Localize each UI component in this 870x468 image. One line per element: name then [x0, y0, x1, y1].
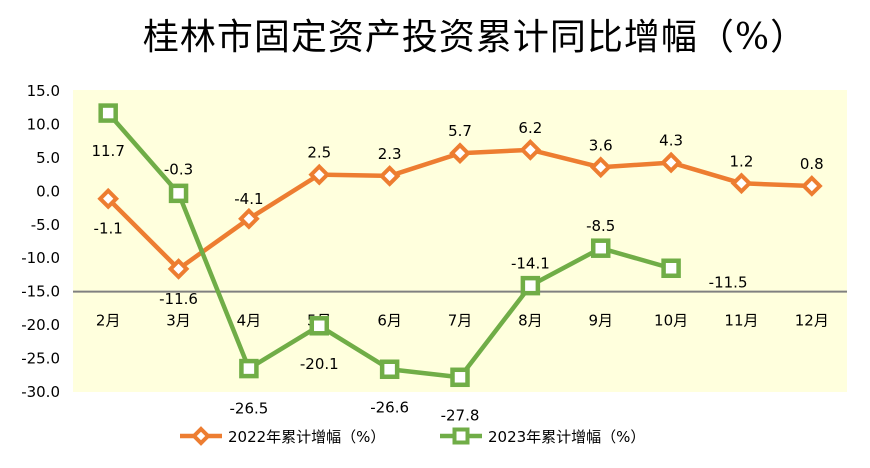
data-label: -1.1 [94, 220, 123, 238]
data-point-2023 [590, 238, 611, 258]
y-tick-label: -10.0 [21, 249, 60, 267]
data-point-2023 [450, 367, 470, 388]
x-tick-label: 2月 [96, 312, 121, 330]
data-label: 11.7 [91, 142, 124, 160]
data-label: 5.7 [448, 122, 472, 140]
y-tick-label: -5.0 [31, 216, 60, 234]
data-label: 6.2 [518, 119, 542, 137]
y-tick-label: -30.0 [21, 383, 60, 401]
data-point-2022 [308, 163, 331, 186]
data-point-2022 [589, 156, 612, 179]
x-tick-label: 10月 [654, 312, 688, 330]
legend-label: 2023年累计增幅（%） [488, 428, 645, 446]
data-label: -4.1 [234, 190, 263, 208]
legend-label: 2022年累计增幅（%） [228, 428, 385, 446]
data-label: -14.1 [511, 255, 550, 273]
data-label: 2.5 [307, 144, 331, 162]
data-label: -27.8 [441, 406, 480, 424]
data-labels: -1.1 -11.6 -4.1 2.5 2.3 5.7 6.2 3.6 4.3 1.2 0.8 11.… [91, 119, 823, 424]
data-label: 1.2 [730, 152, 754, 170]
data-point-2022 [238, 207, 260, 230]
data-point-2023 [309, 316, 330, 336]
y-axis-ticks: 15.0 10.0 5.0 0.0 -5.0 -10.0 -15.0 -20.0 -25.0 -3… [21, 82, 60, 401]
data-point-2023 [520, 275, 541, 296]
data-label: -8.5 [586, 217, 615, 235]
data-point-2022 [519, 139, 542, 161]
legend-marker-diamond-icon [191, 426, 211, 446]
data-point-2023 [98, 103, 118, 123]
x-tick-label: 7月 [448, 312, 473, 330]
data-point-2022 [378, 165, 401, 187]
data-label: 2.3 [378, 145, 402, 163]
data-point-2022 [167, 258, 190, 280]
data-label: -0.3 [164, 160, 193, 178]
x-tick-label: 3月 [166, 312, 191, 330]
x-tick-label: 12月 [795, 312, 829, 330]
data-label: 0.8 [800, 155, 824, 173]
y-tick-label: 10.0 [27, 115, 60, 133]
y-tick-label: -25.0 [21, 350, 60, 368]
data-point-2022 [800, 175, 823, 197]
data-point-2023 [168, 183, 189, 204]
legend-marker-square-icon [452, 427, 470, 445]
data-point-2022 [730, 172, 753, 195]
y-tick-label: 15.0 [27, 82, 60, 100]
data-label: 4.3 [659, 132, 683, 150]
data-label: -11.5 [709, 273, 748, 291]
plot-area [73, 90, 847, 392]
x-tick-label: 6月 [377, 312, 402, 330]
data-label: -26.5 [230, 400, 269, 418]
chart-title: 桂林市固定资产投资累计同比增幅（%） [142, 17, 808, 58]
data-label: -26.6 [370, 398, 409, 416]
data-point-2022 [449, 142, 471, 165]
x-tick-label: 11月 [724, 312, 758, 330]
x-tick-label: 8月 [518, 312, 543, 330]
y-tick-label: -15.0 [21, 283, 60, 301]
data-point-2023 [379, 359, 400, 380]
data-label: -11.6 [159, 290, 198, 308]
data-point-2023 [661, 258, 681, 279]
legend: 2022年累计增幅（%） 2023年累计增幅（%） [180, 426, 645, 446]
x-tick-label: 4月 [237, 312, 262, 330]
y-tick-label: 0.0 [36, 182, 60, 200]
series-markers [97, 103, 823, 388]
data-point-2022 [97, 187, 120, 210]
data-point-2023 [239, 358, 259, 379]
x-tick-label: 9月 [588, 312, 613, 330]
data-label: -20.1 [300, 355, 339, 373]
y-tick-label: -20.0 [21, 316, 60, 334]
data-label: 3.6 [589, 136, 613, 154]
y-tick-label: 5.0 [36, 149, 60, 167]
data-point-2022 [660, 151, 682, 174]
